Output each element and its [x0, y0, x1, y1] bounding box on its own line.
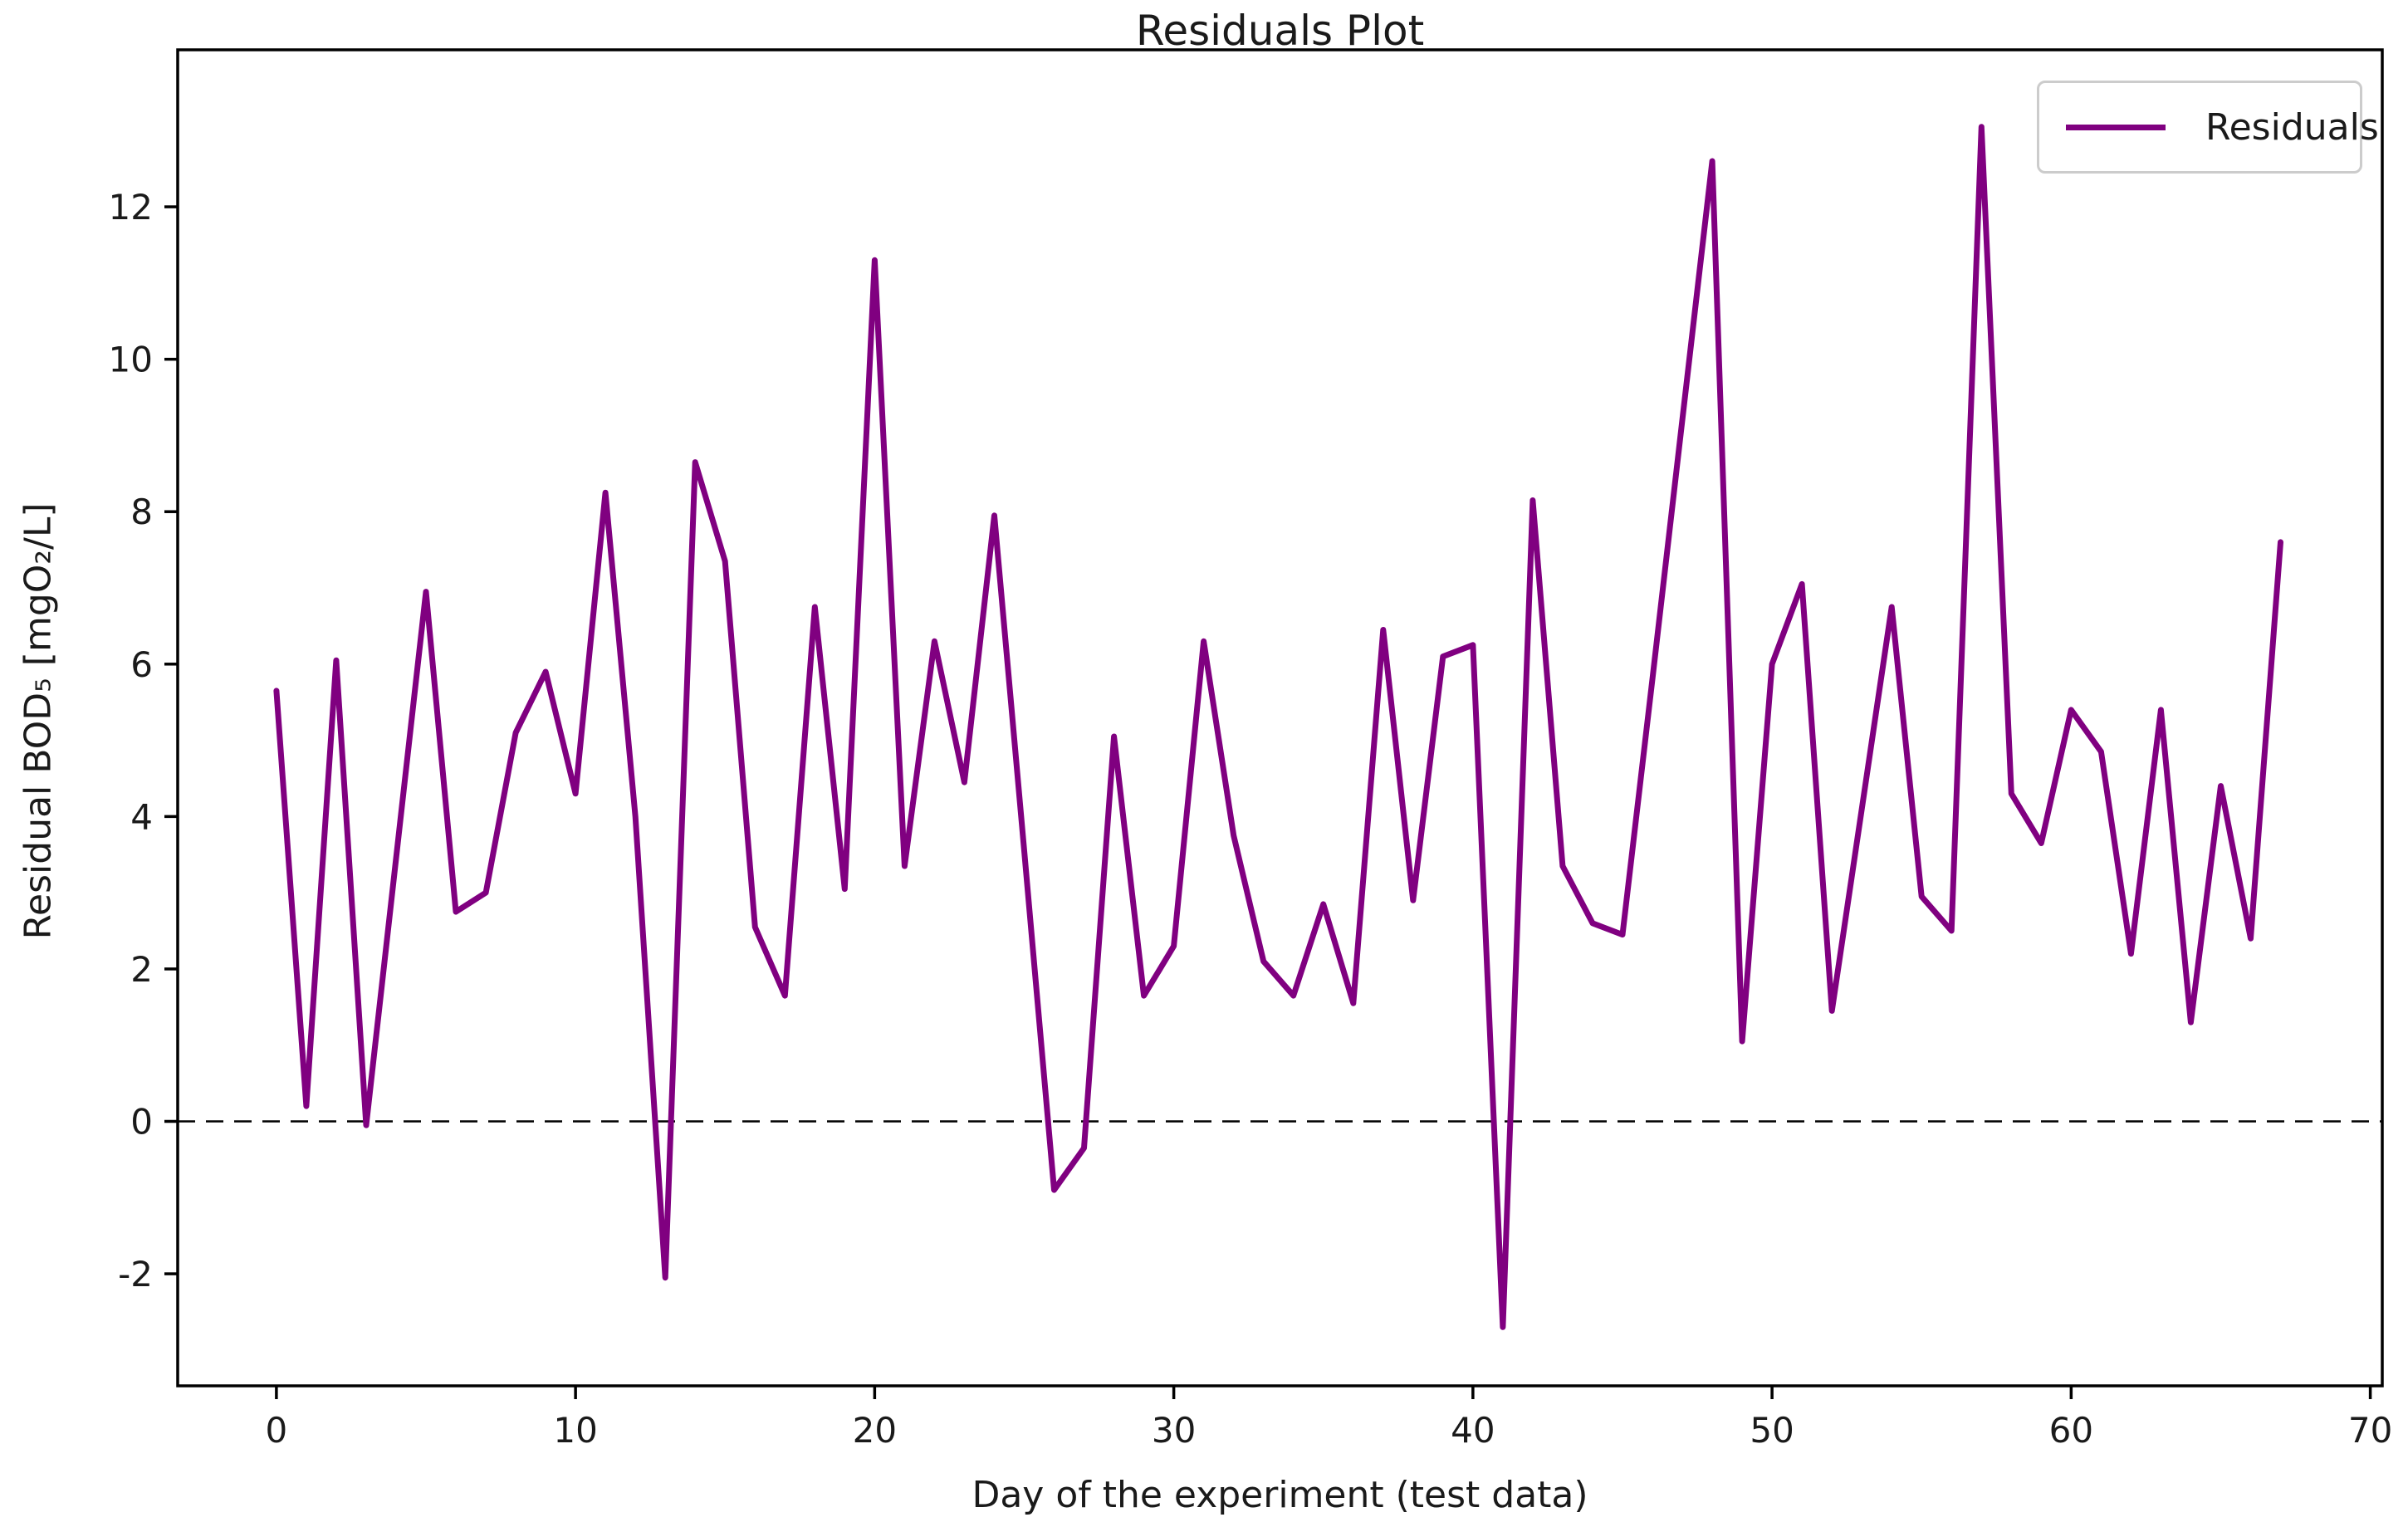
y-tick-label: 8 — [130, 492, 153, 532]
x-tick-label: 60 — [2049, 1410, 2093, 1451]
y-axis-label: Residual BOD₅ [mgO₂/L] — [17, 502, 60, 940]
y-tick-label: 12 — [109, 187, 153, 228]
x-tick-label: 0 — [266, 1410, 288, 1451]
y-tick-label: 6 — [130, 644, 153, 685]
legend-line-sample — [2066, 124, 2166, 130]
residuals-line — [273, 124, 2283, 1330]
y-tick-label: -2 — [118, 1254, 153, 1295]
x-tick-label: 10 — [553, 1410, 597, 1451]
y-tick-label: 10 — [109, 340, 153, 380]
y-tick-label: 0 — [130, 1102, 153, 1143]
plot-area: 0 10 20 30 40 50 60 70 -2 0 2 4 6 8 10 12 — [109, 48, 2392, 1451]
x-tick-label: 40 — [1451, 1410, 1495, 1451]
x-tick-label: 30 — [1152, 1410, 1196, 1451]
y-tick-label: 4 — [130, 796, 153, 837]
legend-label: Residuals — [2205, 105, 2379, 149]
axes-spines — [176, 48, 2384, 1388]
x-axis-label: Day of the experiment (test data) — [972, 1474, 1588, 1516]
x-tick-label: 20 — [853, 1410, 897, 1451]
x-tick-label: 50 — [1750, 1410, 1794, 1451]
legend-box: Residuals — [2037, 81, 2379, 174]
chart-title: Residuals Plot — [1135, 7, 1425, 55]
x-tick-label: 70 — [2348, 1410, 2392, 1451]
y-tick-label: 2 — [130, 949, 153, 990]
